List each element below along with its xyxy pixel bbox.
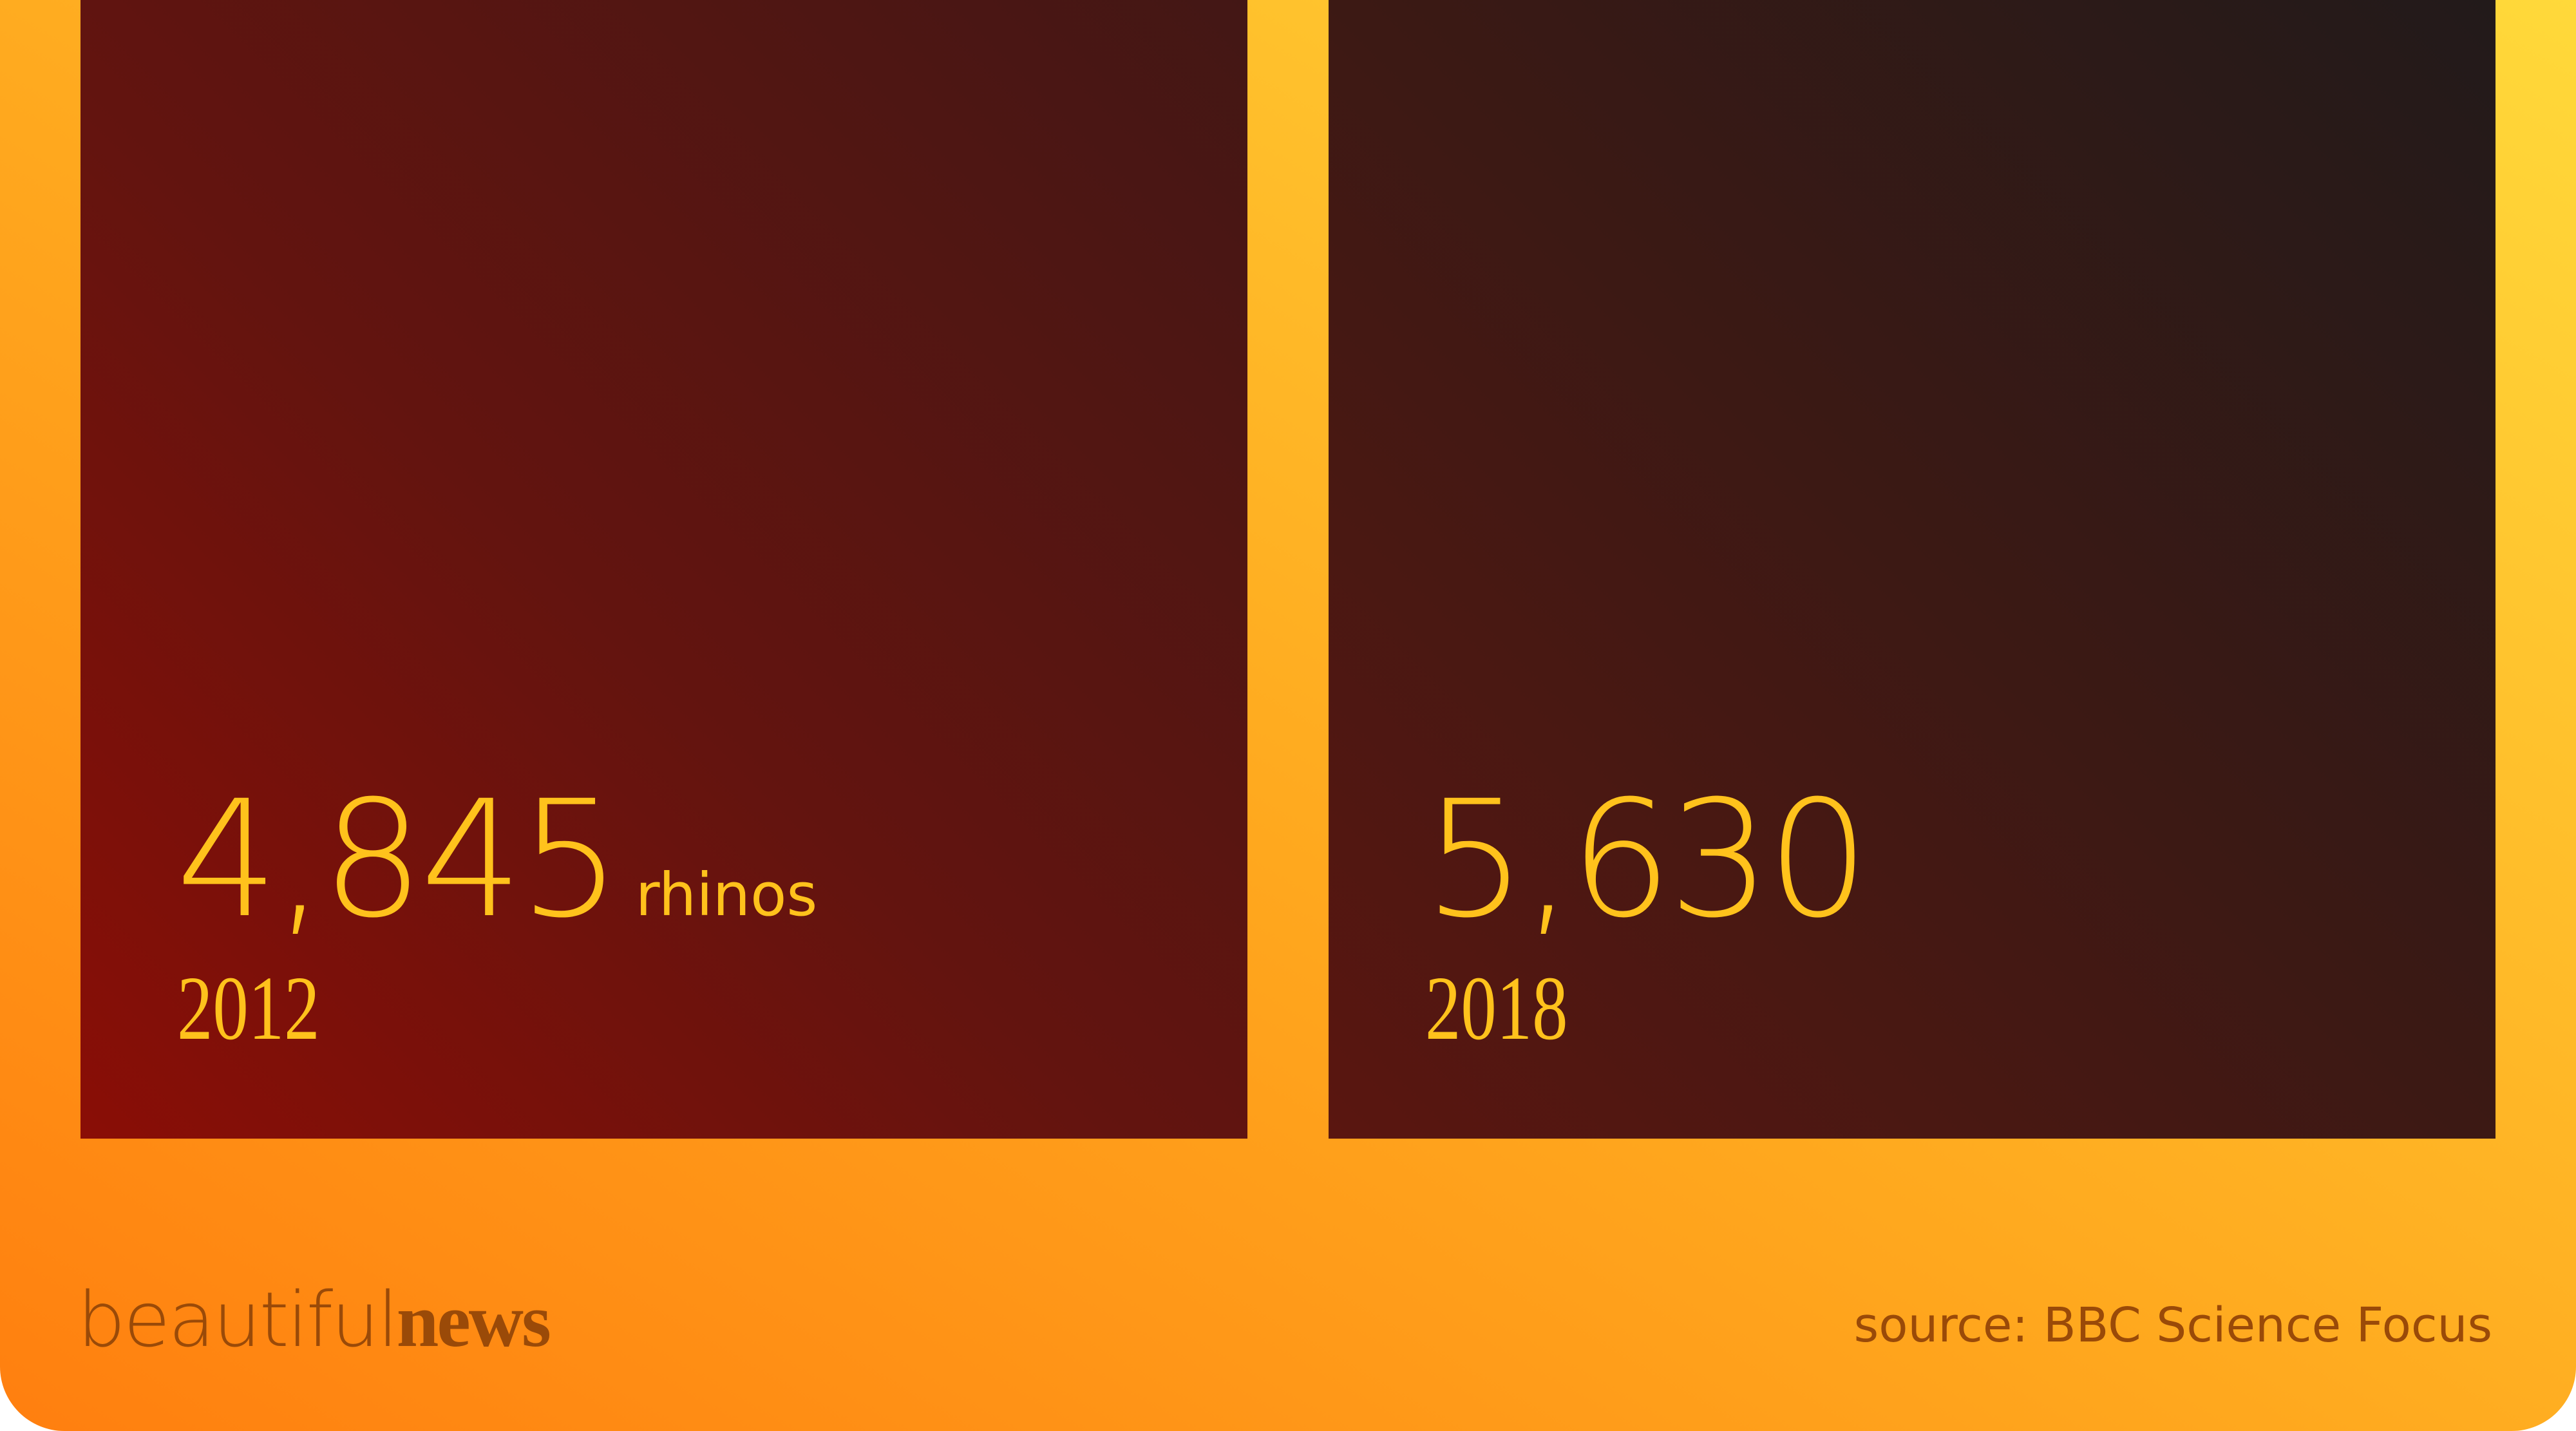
value-row-2012: 4,845 rhinos — [176, 779, 817, 940]
year-label-2018: 2018 — [1425, 957, 1568, 1059]
bar-2018: 5,630 2018 — [1329, 0, 2496, 1139]
unit-label: rhinos — [635, 860, 818, 929]
source-note: source: BBC Science Focus — [1853, 1298, 2492, 1353]
value-label-2018: 5,630 — [1424, 766, 1870, 953]
value-label-2012: 4,845 — [176, 766, 621, 953]
year-label-2012: 2012 — [177, 957, 320, 1059]
bar-2012: 4,845 rhinos 2012 — [80, 0, 1247, 1139]
brand-logo-part1: beautiful — [77, 1275, 399, 1364]
brand-logo-part2: news — [396, 1278, 551, 1363]
brand-logo: beautifulnews — [77, 1282, 551, 1359]
value-row-2018: 5,630 — [1424, 766, 1870, 953]
